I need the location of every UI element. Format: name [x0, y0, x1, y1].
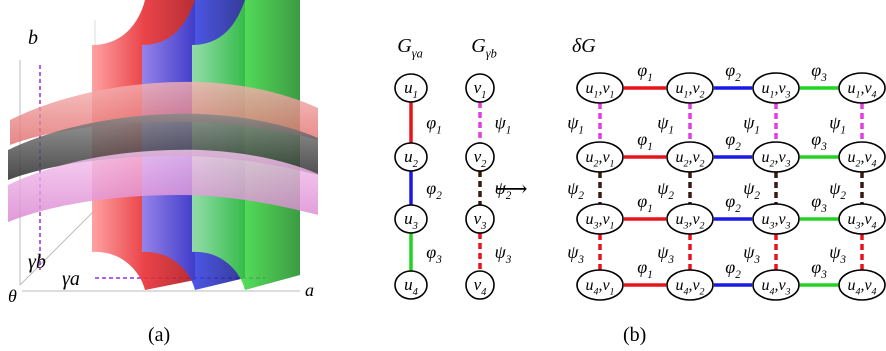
product-h-edge-label: φ2​: [725, 129, 741, 153]
product-node: [576, 141, 624, 173]
product-node: [838, 141, 886, 173]
product-node-label: u4​,v1​: [585, 277, 614, 297]
product-node: [752, 141, 800, 173]
product-node: [752, 203, 800, 235]
product-node: [576, 269, 624, 301]
product-v-edge-label: ψ2​: [657, 178, 674, 202]
product-node: [666, 203, 714, 235]
product-node: [576, 203, 624, 235]
graph-a-edge-label-2: φ2​: [426, 178, 442, 202]
product-v-edge-label: ψ3​: [657, 242, 674, 266]
product-node: [838, 203, 886, 235]
product-node-label: u3​,v1​: [585, 211, 614, 231]
axis-a-label: a: [305, 280, 314, 300]
axis-theta-label: θ: [8, 286, 17, 306]
graph-a-node-1: [394, 73, 428, 103]
product-node-label: u2​,v2​: [675, 149, 704, 169]
graph-gamma-b: Gγb​ ψ1​ ψ2​ ψ3​ v1​ v2​ v3​ v4​: [465, 35, 512, 300]
product-node-label: u1​,v1​: [585, 80, 614, 100]
graph-b-node-1: [465, 73, 495, 103]
graph-b-node-label-3: v3​: [474, 209, 487, 232]
gamma-b-label: γb: [28, 251, 46, 273]
graph-b-node-label-4: v4​: [474, 275, 488, 298]
product-v-edge-label: ψ2​: [829, 178, 846, 202]
product-node-label: u1​,v4​: [847, 80, 876, 100]
product-h-edge-label: φ1​: [637, 60, 653, 84]
product-v-edge-label: ψ2​: [567, 178, 584, 202]
graph-a-edge-label-1: φ1​: [426, 113, 442, 137]
product-node: [666, 269, 714, 301]
product-h-edge-label: φ2​: [725, 257, 741, 281]
graph-a-node-label-2: u2​: [404, 147, 419, 170]
graph-a-edge-label-3: φ3​: [426, 242, 442, 266]
product-h-edge-label: φ2​: [725, 191, 741, 215]
salmon-surface: [10, 81, 318, 145]
product-node-label: u4​,v3​: [761, 277, 790, 297]
product-h-edge-label: φ1​: [637, 191, 653, 215]
caption-b: (b): [623, 324, 646, 346]
graph-b-node-4: [465, 270, 495, 300]
product-node-label: u2​,v1​: [585, 149, 614, 169]
product-v-edge-label: ψ1​: [567, 113, 584, 137]
graph-b-edge-label-3: ψ3​: [495, 242, 512, 266]
graph-a-title: Gγa​: [397, 35, 423, 61]
product-node-label: u3​,v3​: [761, 211, 790, 231]
graph-b-edge-label-1: ψ1​: [495, 113, 512, 137]
product-v-edge-label: ψ1​: [829, 113, 846, 137]
graph-b-node-label-2: v2​: [474, 147, 488, 170]
product-node-label: u1​,v3​: [761, 80, 790, 100]
axis-b-label: b: [28, 27, 38, 49]
product-title: δG: [572, 35, 596, 57]
gray-surface: [8, 113, 318, 180]
product-node: [838, 269, 886, 301]
product-node: [838, 72, 886, 104]
graph-b-edge-label-2: ψ2​: [495, 178, 512, 202]
product-node: [666, 72, 714, 104]
product-node-label: u3​,v4​: [847, 211, 876, 231]
graph-a-node-3: [394, 204, 428, 234]
product-graph-delta-g: δGφ1​φ2​φ3​φ1​φ2​φ3​φ1​φ2​φ3​φ1​φ2​φ3​ψ1…: [567, 35, 886, 301]
graph-b-node-2: [465, 142, 495, 172]
product-node: [576, 72, 624, 104]
caption-a: (a): [148, 324, 170, 346]
panel-a-3d-plot: b θ a γb γa (a): [8, 0, 318, 346]
pink-surface: [8, 149, 318, 222]
product-v-edge-label: ψ1​: [657, 113, 674, 137]
product-h-edge-label: φ3​: [811, 191, 827, 215]
product-node-label: u2​,v3​: [761, 149, 790, 169]
graph-b-node-3: [465, 204, 495, 234]
product-v-edge-label: ψ2​: [743, 178, 760, 202]
graph-a-node-label-3: u3​: [404, 209, 418, 232]
graph-gamma-a: Gγa​ φ1​ φ2​ φ3​ u1​ u2​ u3​ u4​: [394, 35, 442, 300]
product-node: [752, 269, 800, 301]
graph-a-node-2: [394, 142, 428, 172]
graph-a-node-label-1: u1​: [404, 78, 418, 101]
product-node-label: u4​,v4​: [847, 277, 876, 297]
graph-a-node-4: [394, 270, 428, 300]
product-v-edge-label: ψ3​: [743, 242, 760, 266]
product-node-label: u4​,v2​: [675, 277, 704, 297]
product-node: [752, 72, 800, 104]
graph-a-node-label-4: u4​: [404, 275, 419, 298]
graph-b-node-label-1: v1​: [474, 78, 487, 101]
graph-b-title: Gγb​: [471, 35, 497, 61]
product-node-label: u2​,v4​: [847, 149, 876, 169]
product-node-label: u3​,v2​: [675, 211, 704, 231]
product-h-edge-label: φ1​: [637, 257, 653, 281]
panel-b-graphs: Gγa​ φ1​ φ2​ φ3​ u1​ u2​ u3​ u4​ Gγb​ ψ1​ ψ2​ ψ3​ v…: [394, 35, 886, 346]
product-node-label: u1​,v2​: [675, 80, 704, 100]
product-h-edge-label: φ3​: [811, 257, 827, 281]
product-h-edge-label: φ3​: [811, 129, 827, 153]
product-h-edge-label: φ3​: [811, 60, 827, 84]
gamma-a-label: γa: [62, 268, 80, 290]
product-h-edge-label: φ1​: [637, 129, 653, 153]
product-v-edge-label: ψ3​: [829, 242, 846, 266]
arrow: ⟶: [496, 177, 528, 202]
product-v-edge-label: ψ1​: [743, 113, 760, 137]
axis-depth-line: [19, 209, 96, 286]
product-h-edge-label: φ2​: [725, 60, 741, 84]
product-node: [666, 141, 714, 173]
product-v-edge-label: ψ3​: [567, 242, 584, 266]
